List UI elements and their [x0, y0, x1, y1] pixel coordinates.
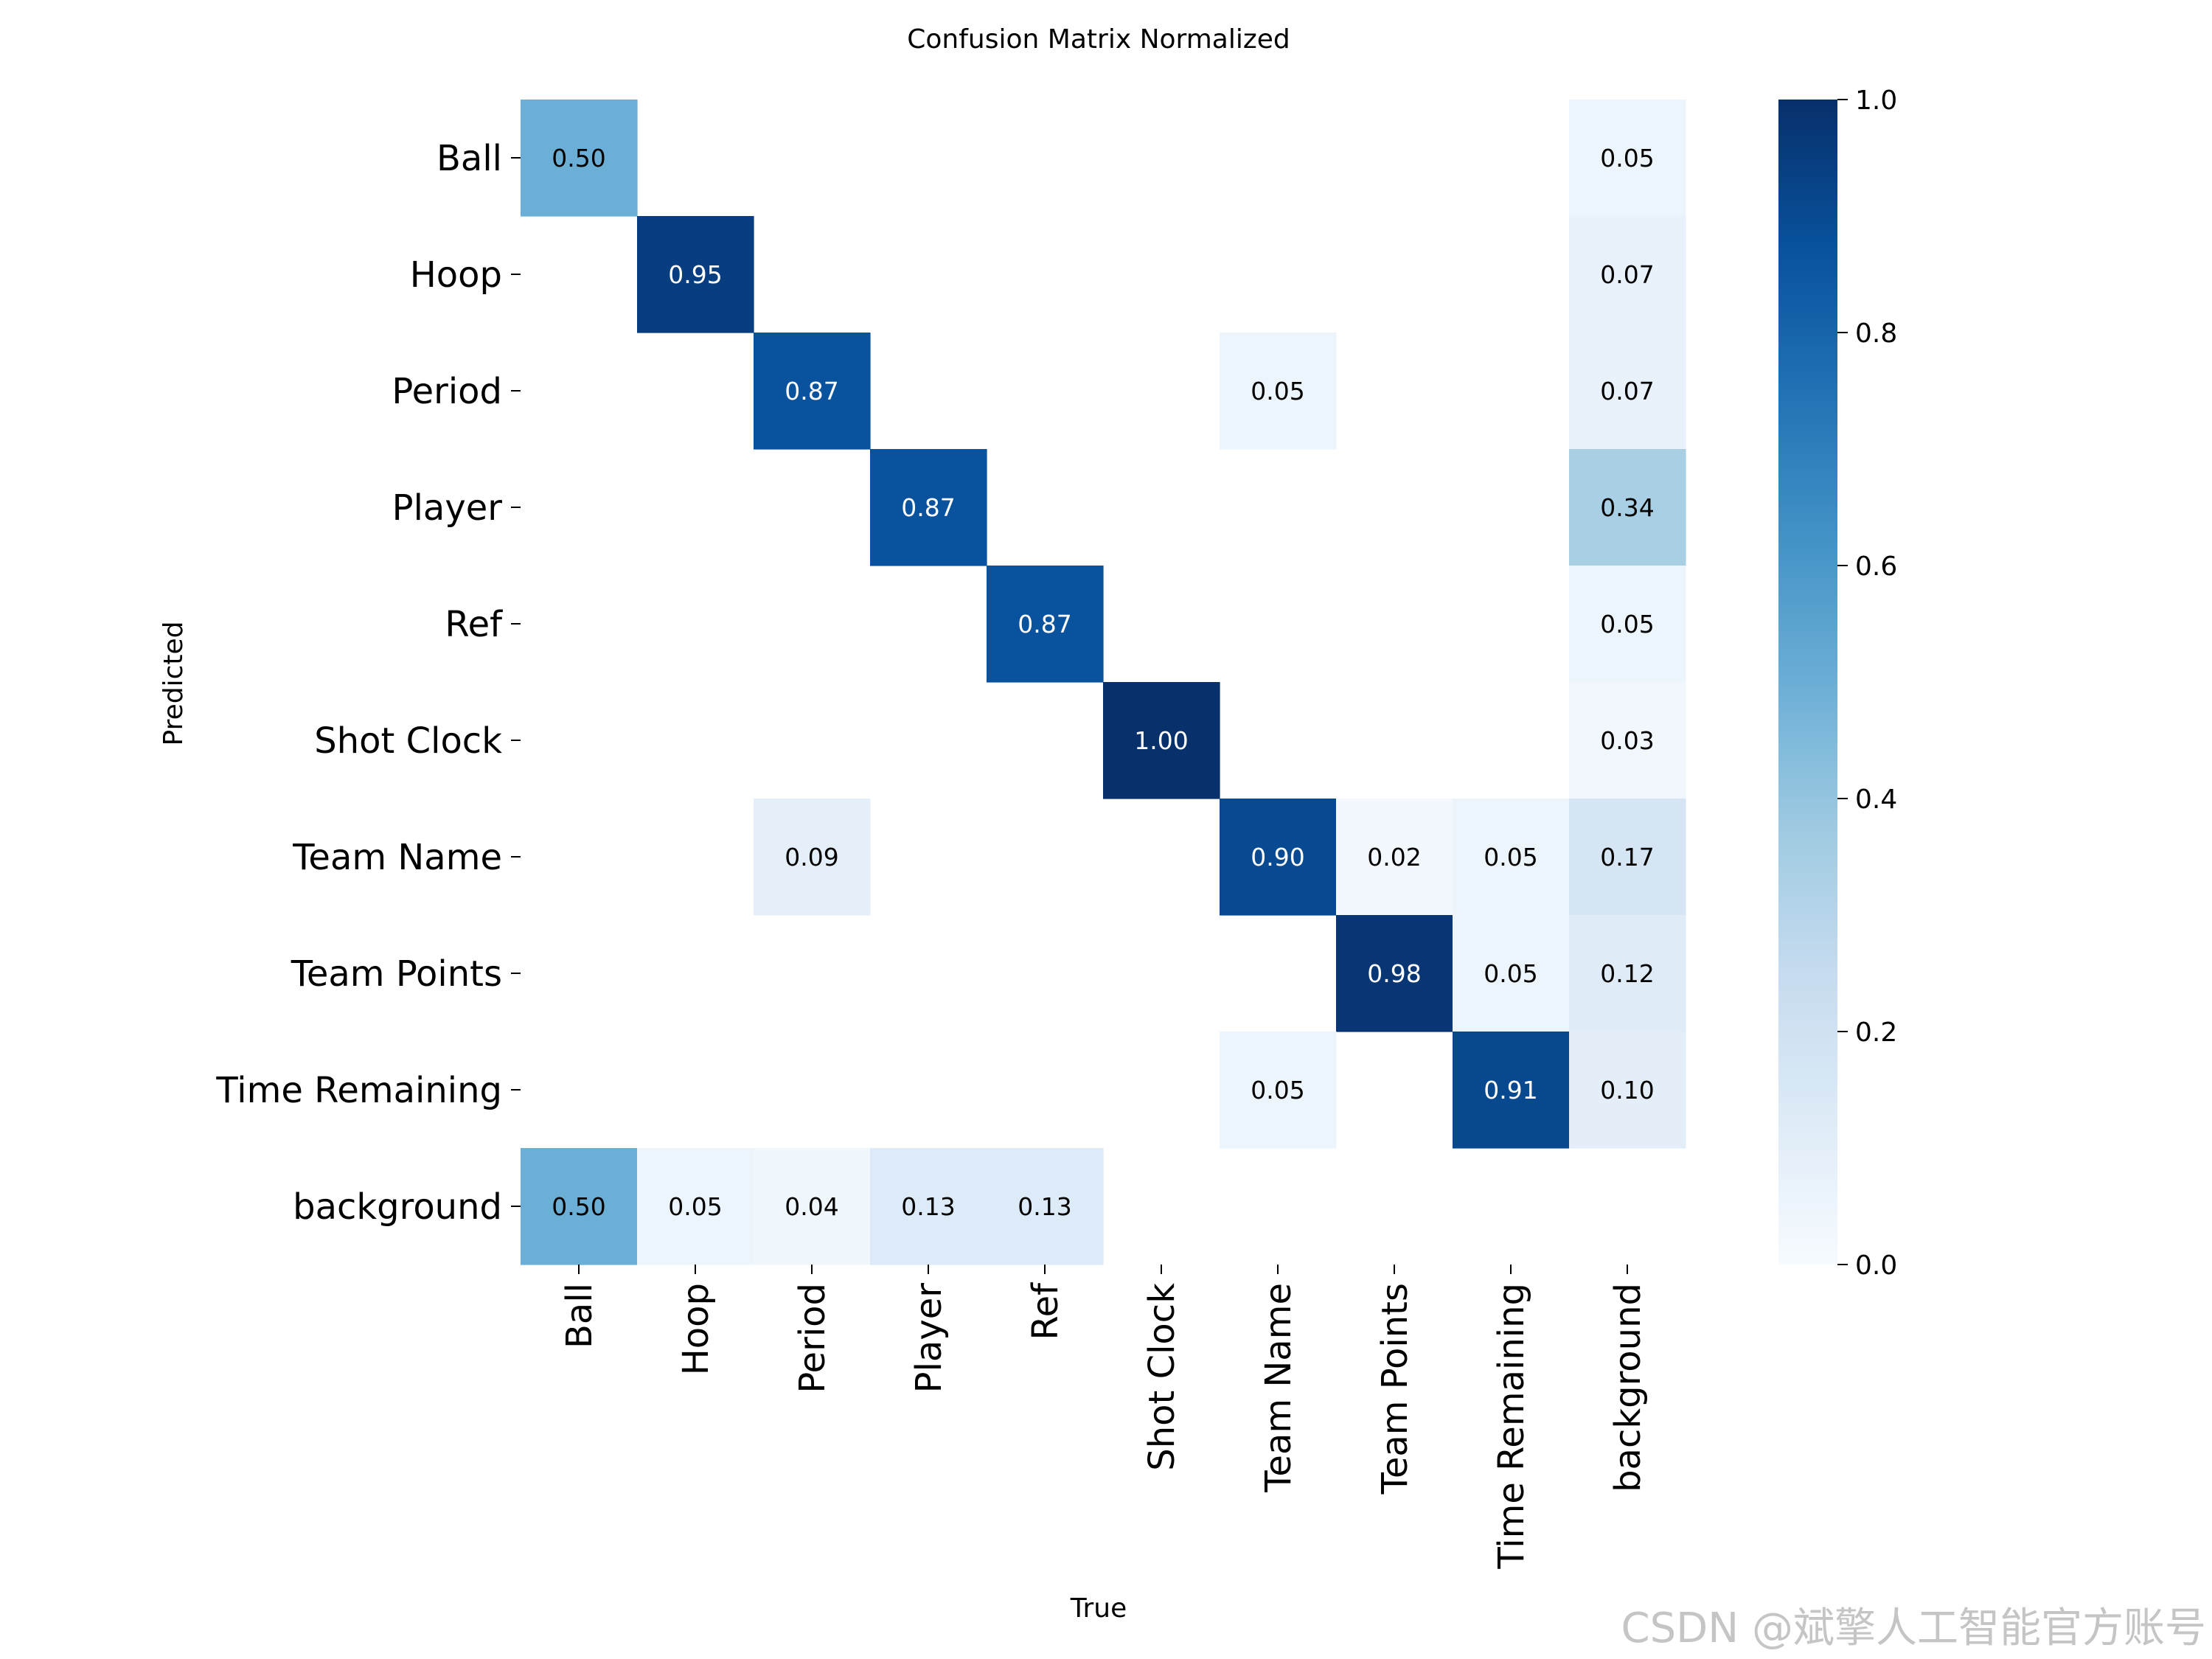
- cell-value-7-9: 0.12: [1600, 959, 1654, 988]
- cell-value-0-0: 0.50: [552, 144, 605, 173]
- cell-8-8: [1453, 1032, 1570, 1149]
- cell-value-5-9: 0.03: [1600, 726, 1654, 755]
- cell-value-1-9: 0.07: [1600, 260, 1654, 289]
- watermark-text: CSDN @斌擎人工智能官方账号: [1621, 1604, 2206, 1652]
- cell-value-2-2: 0.87: [785, 377, 838, 406]
- colorbar-tick-label: 0.8: [1855, 319, 1897, 349]
- cell-6-9: [1569, 799, 1686, 916]
- cell-value-6-7: 0.02: [1367, 843, 1421, 872]
- cell-value-9-1: 0.05: [668, 1192, 722, 1221]
- x-axis-ticks: Ball Hoop Period Player Ref Shot Clock Team Na…: [559, 1265, 1649, 1570]
- cell-2-6: [1220, 333, 1337, 450]
- colorbar-tick-label: 0.2: [1855, 1018, 1897, 1048]
- cell-6-8: [1453, 799, 1570, 916]
- cell-value-3-9: 0.34: [1600, 493, 1654, 522]
- x-tick-label: Hoop: [675, 1283, 717, 1375]
- colorbar-tick-label: 0.6: [1855, 552, 1897, 582]
- y-tick-label: Period: [392, 371, 502, 412]
- heatmap-cells: [521, 100, 1686, 1265]
- cell-6-7: [1336, 799, 1453, 916]
- x-tick-label: Player: [908, 1283, 950, 1394]
- y-tick-label: Ref: [445, 604, 503, 645]
- cell-value-8-6: 0.05: [1251, 1076, 1304, 1105]
- chart-title: Confusion Matrix Normalized: [907, 24, 1290, 55]
- cell-value-9-3: 0.13: [901, 1192, 955, 1221]
- cell-value-6-6: 0.90: [1251, 843, 1304, 872]
- cell-5-9: [1569, 682, 1686, 799]
- cell-9-0: [521, 1148, 638, 1265]
- cell-value-7-7: 0.98: [1367, 959, 1421, 988]
- cell-value-8-8: 0.91: [1484, 1076, 1537, 1105]
- cell-2-2: [754, 333, 871, 450]
- x-tick-label: Period: [792, 1283, 833, 1394]
- y-tick-label: Ball: [437, 138, 502, 179]
- cell-8-6: [1220, 1032, 1337, 1149]
- cell-value-9-4: 0.13: [1018, 1192, 1071, 1221]
- cell-7-8: [1453, 915, 1570, 1032]
- colorbar-tick-label: 1.0: [1855, 86, 1897, 116]
- cell-3-3: [870, 449, 987, 566]
- cell-value-4-9: 0.05: [1600, 610, 1654, 639]
- cell-value-3-3: 0.87: [901, 493, 955, 522]
- cell-value-8-9: 0.10: [1600, 1076, 1654, 1105]
- heatmap-annotations: 0.50 0.05 0.95 0.07 0.87 0.05 0.07 0.87 0.34 0.87…: [552, 144, 1654, 1221]
- x-tick-label: background: [1607, 1283, 1649, 1492]
- cell-value-2-6: 0.05: [1251, 377, 1304, 406]
- y-axis-label: Predicted: [159, 622, 189, 746]
- cell-1-1: [637, 216, 754, 333]
- cell-1-9: [1569, 216, 1686, 333]
- x-tick-label: Shot Clock: [1141, 1283, 1183, 1471]
- y-tick-label: background: [293, 1186, 502, 1228]
- cell-7-7: [1336, 915, 1453, 1032]
- cell-value-2-9: 0.07: [1600, 377, 1654, 406]
- cell-8-9: [1569, 1032, 1686, 1149]
- cell-7-9: [1569, 915, 1686, 1032]
- colorbar-tick-label: 0.0: [1855, 1251, 1897, 1281]
- cell-3-9: [1569, 449, 1686, 566]
- cell-value-7-8: 0.05: [1484, 959, 1537, 988]
- y-axis-ticks: Ball Hoop Period Player Ref Shot Clock Team Na…: [215, 138, 521, 1228]
- x-tick-label: Ref: [1025, 1282, 1066, 1340]
- y-tick-label: Player: [392, 487, 503, 529]
- cell-value-9-2: 0.04: [785, 1192, 838, 1221]
- cell-0-0: [521, 100, 638, 217]
- cell-value-1-1: 0.95: [668, 260, 722, 289]
- cell-9-2: [754, 1148, 871, 1265]
- y-tick-label: Hoop: [410, 254, 502, 296]
- cell-value-5-5: 1.00: [1134, 726, 1188, 755]
- cell-value-9-0: 0.50: [552, 1192, 605, 1221]
- cell-4-4: [987, 566, 1104, 683]
- y-tick-label: Team Name: [292, 837, 502, 878]
- cell-0-9: [1569, 100, 1686, 217]
- cell-value-4-4: 0.87: [1018, 610, 1071, 639]
- cell-value-6-2: 0.09: [785, 843, 838, 872]
- cell-6-2: [754, 799, 871, 916]
- colorbar-bar: [1778, 100, 1837, 1265]
- x-tick-label: Team Points: [1374, 1283, 1416, 1495]
- cell-9-4: [987, 1148, 1104, 1265]
- cell-9-1: [637, 1148, 754, 1265]
- colorbar: 0.0 0.2 0.4 0.6 0.8 1.0: [1778, 86, 1897, 1281]
- cell-2-9: [1569, 333, 1686, 450]
- x-tick-label: Time Remaining: [1491, 1283, 1532, 1570]
- x-tick-label: Ball: [559, 1283, 600, 1349]
- cell-value-6-9: 0.17: [1600, 843, 1654, 872]
- y-tick-label: Team Points: [291, 953, 502, 995]
- cell-value-6-8: 0.05: [1484, 843, 1537, 872]
- x-axis-label: True: [1070, 1593, 1127, 1624]
- cell-4-9: [1569, 566, 1686, 683]
- cell-6-6: [1220, 799, 1337, 916]
- x-tick-label: Team Name: [1258, 1283, 1299, 1493]
- y-tick-label: Shot Clock: [314, 720, 502, 762]
- colorbar-tick-label: 0.4: [1855, 785, 1897, 815]
- cell-value-0-9: 0.05: [1600, 144, 1654, 173]
- cell-9-3: [870, 1148, 987, 1265]
- y-tick-label: Time Remaining: [215, 1070, 502, 1111]
- cell-5-5: [1103, 682, 1220, 799]
